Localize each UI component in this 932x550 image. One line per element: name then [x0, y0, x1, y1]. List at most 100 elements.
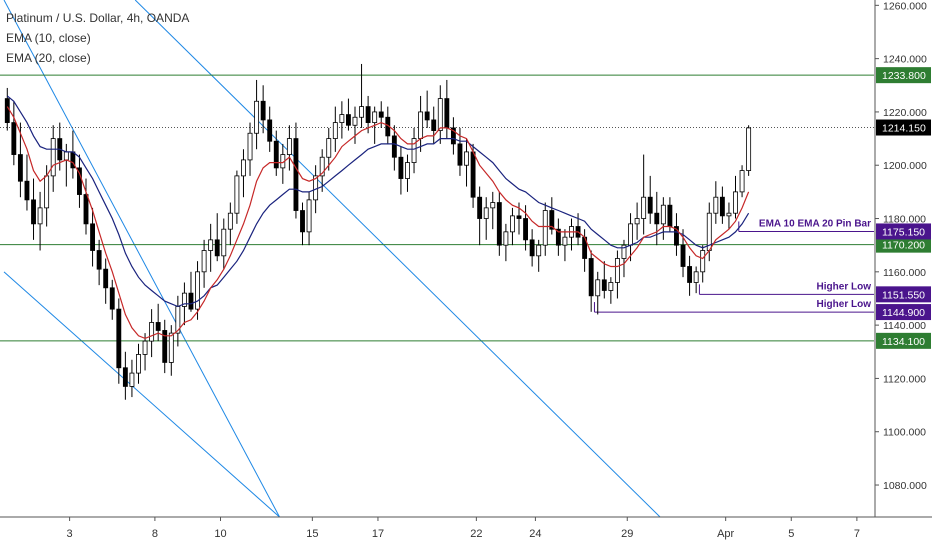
candle-body: [306, 199, 312, 233]
candle-body: [634, 218, 640, 225]
candle-body: [116, 308, 122, 369]
candle-body: [739, 170, 745, 193]
candle-body: [273, 140, 279, 169]
ema20-line: [6, 95, 750, 308]
x-tick-label: 15: [306, 528, 318, 540]
candle-body: [391, 135, 397, 158]
legend-ema20: EMA (20, close): [6, 51, 91, 65]
y-tick-label: 1120.000: [883, 373, 926, 385]
candle-body: [628, 223, 633, 246]
y-tick-label: 1160.000: [883, 267, 926, 279]
candle-body: [103, 268, 109, 289]
chart-legend: Platinum / U.S. Dollar, 4h, OANDA EMA (1…: [6, 8, 189, 68]
candle-body: [44, 175, 50, 209]
x-tick-label: 8: [152, 528, 158, 540]
x-tick-label: 17: [372, 528, 384, 540]
candle-body: [77, 167, 82, 195]
candle-body: [483, 207, 489, 219]
candle-body: [109, 287, 115, 310]
candle-body: [713, 196, 719, 214]
candle-body: [372, 111, 378, 123]
candle-body: [136, 354, 141, 374]
candle-body: [181, 292, 187, 307]
candle-body: [359, 106, 364, 118]
candle-body: [687, 266, 693, 283]
candle-body: [319, 156, 325, 177]
y-tick-label: 1140.000: [883, 320, 926, 332]
x-tick-label: 29: [621, 528, 633, 540]
candle-body: [378, 111, 384, 118]
support-price-tag-box: [876, 332, 931, 349]
annotation-text: EMA 10 EMA 20 Pin Bar: [759, 218, 871, 229]
candle-body: [227, 212, 233, 230]
candle-body: [365, 106, 371, 123]
candle-body: [733, 191, 738, 214]
candle-body: [345, 114, 351, 126]
channel-line: [134, 0, 661, 517]
candle-body: [96, 250, 102, 270]
candle-body: [496, 202, 502, 246]
candle-body: [247, 132, 253, 161]
candle-body: [267, 119, 273, 142]
candle-body: [50, 138, 56, 177]
candle-body: [326, 138, 332, 158]
candle-body: [188, 292, 194, 310]
x-tick-label: 5: [788, 528, 794, 540]
ema10-line: [6, 106, 750, 340]
candle-body: [503, 231, 509, 246]
candle-body: [674, 226, 679, 246]
candle-body: [37, 207, 43, 225]
annotation-price-tag-label: 1151.550: [882, 289, 925, 301]
candle-body: [405, 162, 410, 179]
x-tick-label: 10: [214, 528, 226, 540]
candle-body: [63, 151, 69, 161]
candle-body: [700, 250, 706, 273]
candle-body: [411, 138, 417, 163]
x-tick-label: 7: [854, 528, 860, 540]
plot-area: [0, 0, 874, 517]
support-price-tag-box: [876, 236, 931, 253]
candle-body: [555, 228, 561, 246]
y-tick-label: 1220.000: [883, 107, 927, 119]
current-price-tag-box: [876, 119, 931, 136]
candle-body: [595, 279, 601, 297]
candle-body: [457, 143, 463, 166]
x-tick-label: 22: [470, 528, 482, 540]
candle-body: [214, 239, 220, 257]
candle-body: [516, 215, 522, 219]
candle-body: [221, 228, 227, 257]
candle-body: [667, 204, 673, 227]
candle-body: [83, 194, 89, 225]
candle-body: [31, 199, 36, 225]
y-tick-label: 1180.000: [883, 214, 926, 226]
channel-line: [3, 0, 280, 517]
x-tick-label: Apr: [717, 528, 734, 540]
y-tick-label: 1080.000: [883, 480, 927, 492]
x-tick-label: 3: [67, 528, 73, 540]
candle-body: [260, 100, 266, 121]
x-tick-label: 24: [529, 528, 541, 540]
annotation-text: Higher Low: [817, 299, 872, 310]
candle-body: [122, 367, 128, 387]
candle-body: [477, 196, 483, 219]
candle-body: [201, 250, 207, 273]
candle-body: [149, 322, 155, 342]
y-tick-label: 1240.000: [883, 54, 927, 66]
channel-line: [3, 271, 280, 517]
candle-body: [142, 340, 148, 355]
annotation-price-tag-box: [876, 286, 931, 303]
candle-body: [490, 202, 496, 209]
candle-body: [437, 98, 443, 131]
current-price-tag-label: 1214.150: [882, 123, 926, 135]
candle-body: [536, 244, 542, 257]
candle-body: [11, 122, 17, 155]
candle-body: [352, 116, 358, 126]
candle-body: [450, 127, 456, 145]
candle-body: [241, 159, 246, 177]
candle-body: [529, 239, 535, 257]
candle-body: [418, 111, 424, 139]
support-price-tag-label: 1233.800: [882, 70, 926, 82]
candle-body: [726, 212, 732, 217]
